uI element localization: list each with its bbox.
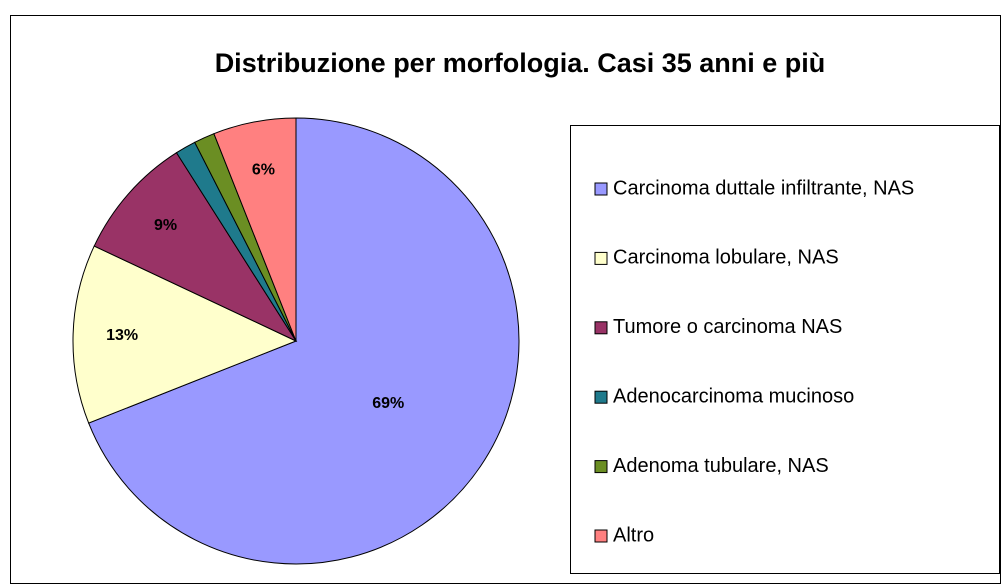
legend-label: Adenocarcinoma mucinoso [613,385,854,407]
legend-swatch [594,251,608,265]
chart-title: Distribuzione per morfologia. Casi 35 an… [215,48,826,78]
data-label: 9% [154,217,177,234]
legend-swatch [594,182,608,196]
legend-label: Adenoma tubulare, NAS [613,455,829,477]
legend-label: Carcinoma duttale infiltrante, NAS [613,177,914,199]
data-label: 69% [372,395,404,412]
legend-label: Tumore o carcinoma NAS [613,316,842,338]
data-label: 6% [252,161,275,178]
legend-swatch [594,321,608,335]
data-label: 13% [106,327,138,344]
legend-swatch [594,390,608,404]
pie-slice [88,117,520,565]
legend-label: Carcinoma lobulare, NAS [613,247,839,269]
pie-slice [213,117,297,342]
pie-slice [93,152,298,343]
legend-box [570,125,1000,574]
pie-slice [72,245,298,424]
legend-label: Altro [613,524,654,546]
legend-swatch [594,529,608,543]
legend-swatch [594,460,608,474]
